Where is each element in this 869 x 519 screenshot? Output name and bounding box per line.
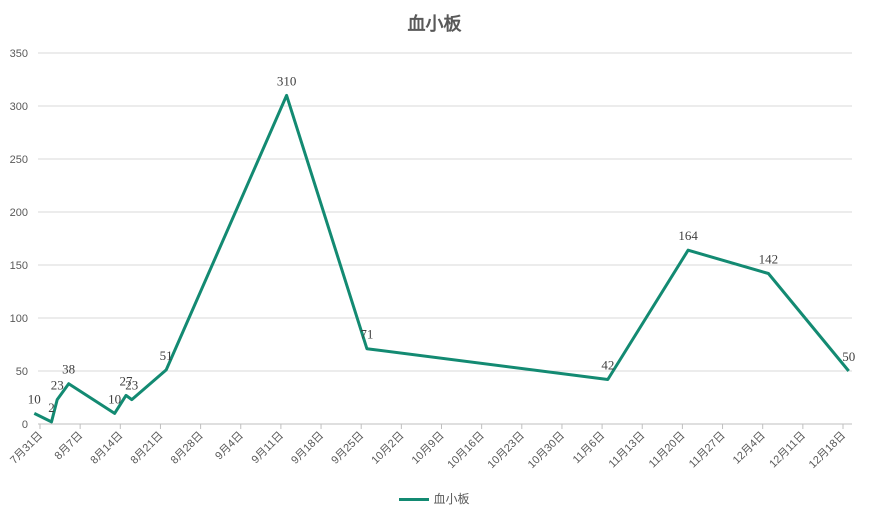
x-tick-label: 11月6日 [571, 430, 607, 466]
x-tick-label: 11月13日 [607, 430, 648, 471]
legend: 血小板 [0, 490, 869, 507]
x-tick-label: 8月14日 [88, 430, 125, 467]
x-tick-label: 10月30日 [526, 430, 567, 471]
data-label: 164 [678, 228, 698, 243]
y-axis-ticks: 0 50 100 150 200 250 300 350 [10, 48, 28, 431]
x-tick-label: 11月27日 [687, 430, 728, 471]
legend-label: 血小板 [433, 492, 470, 506]
data-label: 10 [108, 391, 121, 406]
data-label: 310 [277, 73, 297, 88]
y-tick-label: 50 [16, 366, 28, 378]
x-tick-label: 8月28日 [169, 430, 206, 467]
data-label: 50 [842, 349, 855, 364]
data-label: 10 [28, 391, 41, 406]
y-tick-label: 200 [10, 207, 28, 219]
x-tick-label: 9月18日 [289, 430, 326, 467]
data-label: 23 [125, 378, 138, 393]
data-label: 27 [120, 373, 134, 388]
x-tick-label: 9月25日 [329, 430, 366, 467]
chart-title: 血小板 [407, 14, 462, 35]
grid-lines [38, 52, 852, 425]
x-tick-label: 11月20日 [647, 430, 688, 471]
x-tick-label: 10月9日 [410, 430, 447, 467]
y-tick-label: 150 [10, 260, 28, 272]
x-tick-label: 10月2日 [369, 430, 406, 467]
x-tick-label: 8月7日 [53, 430, 86, 463]
data-label: 142 [759, 251, 779, 266]
data-label: 42 [601, 357, 614, 372]
x-axis-ticks: 7月31日 8月7日 8月14日 8月21日 8月28日 9月4日 9月11日 9月18日 9月… [8, 424, 848, 471]
x-tick-label: 10月16日 [445, 430, 486, 471]
y-tick-label: 100 [10, 313, 28, 325]
x-tick-label: 10月23日 [486, 430, 527, 471]
data-label: 51 [160, 348, 173, 363]
data-label: 2 [48, 400, 55, 415]
y-tick-label: 250 [10, 154, 28, 166]
data-label: 38 [62, 362, 75, 377]
series-line [33, 93, 850, 424]
data-label: 23 [51, 378, 64, 393]
x-tick-label: 12月4日 [731, 430, 768, 467]
y-tick-label: 300 [10, 101, 28, 113]
data-label: 71 [360, 327, 373, 342]
x-tick-label: 8月21日 [129, 430, 166, 467]
y-tick-label: 350 [10, 48, 28, 60]
x-tick-label: 7月31日 [8, 430, 45, 467]
x-tick-label: 9月11日 [250, 430, 286, 466]
x-tick-label: 12月18日 [807, 430, 848, 471]
x-tick-label: 9月4日 [213, 430, 246, 463]
y-tick-label: 0 [22, 419, 28, 431]
legend-swatch [399, 498, 430, 501]
x-tick-label: 12月11日 [767, 430, 808, 471]
